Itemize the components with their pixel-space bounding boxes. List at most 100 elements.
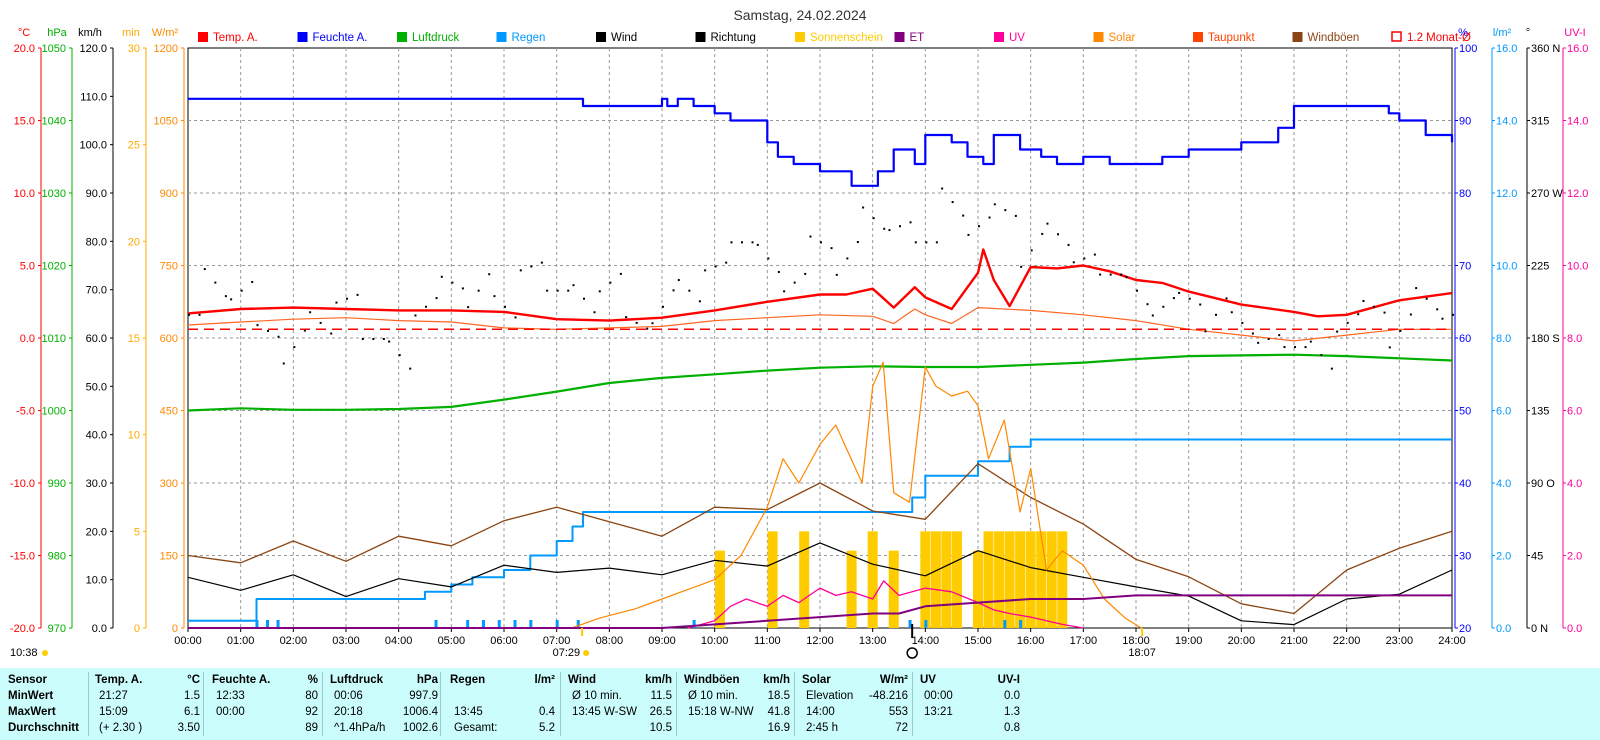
- summary-header-unit: W/m²: [879, 674, 908, 686]
- direction-dot: [1309, 340, 1312, 343]
- direction-dot: [303, 329, 306, 332]
- direction-dot: [1215, 313, 1217, 316]
- summary-cell: 997.9: [409, 690, 438, 702]
- direction-dot: [899, 225, 901, 228]
- axis-tick-label: 80.0: [86, 236, 107, 248]
- rain-tick: [1003, 620, 1007, 628]
- series-taupunkt: [187, 307, 1452, 342]
- summary-cell: 5.2: [539, 722, 555, 734]
- sunshine-bar: [1015, 531, 1026, 628]
- summary-cell: 1006.4: [402, 706, 438, 718]
- legend-swatch: [496, 32, 507, 42]
- x-tick-label: 01:00: [227, 635, 255, 647]
- summary-row-label: MaxWert: [8, 706, 56, 718]
- direction-dot: [756, 243, 759, 246]
- direction-dot: [730, 241, 733, 244]
- direction-dot: [809, 235, 812, 238]
- direction-dot: [698, 300, 701, 303]
- direction-dot: [1151, 314, 1154, 317]
- axis-tick-label: 110.0: [80, 91, 107, 103]
- direction-dot: [1204, 330, 1207, 333]
- axis-tick-label: 0 N: [1531, 623, 1548, 635]
- axis-tick-label: 70.0: [86, 285, 107, 297]
- x-tick-label: 03:00: [332, 635, 360, 647]
- summary-cell: 80: [305, 690, 318, 702]
- axis-tick-label: 5: [134, 526, 140, 538]
- axis-tick-label: 0: [172, 623, 178, 635]
- direction-dot: [651, 322, 654, 325]
- direction-dot: [435, 297, 438, 300]
- x-tick-label: 19:00: [1175, 635, 1203, 647]
- axis-tick-label: 1200: [154, 43, 178, 55]
- summary-cell: Elevation: [806, 690, 854, 702]
- axis-tick-label: 0.0: [20, 333, 35, 345]
- summary-header-cell: Wind: [568, 674, 596, 686]
- summary-row-avg: Durchschnitt (+ 2.30 ) 3.50 89 ^1.4hPa/h 1002…: [0, 720, 1600, 736]
- sun-icon: [583, 650, 590, 656]
- legend: Temp. A. Feuchte A. Luftdruck Regen Wind Rich…: [198, 31, 1471, 44]
- direction-dot: [1436, 308, 1439, 311]
- legend-label: Sonnenschein: [810, 32, 883, 44]
- rain-ticks: [255, 620, 1023, 628]
- axis-tick-label: 360 N: [1531, 43, 1560, 55]
- summary-row-max: MaxWert 15:09 6.1 00:00 92 20:18 1006.4 13:45 0.…: [0, 704, 1600, 720]
- direction-dot: [488, 273, 491, 276]
- legend-swatch: [297, 32, 308, 42]
- sunshine-bar: [1004, 531, 1015, 628]
- summary-cell: 0.8: [1004, 722, 1020, 734]
- summary-cell: 10.5: [649, 722, 672, 734]
- direction-dot: [451, 281, 454, 284]
- axis-tick-label: 1030: [42, 188, 66, 200]
- axis-tick-label: -15.0: [10, 551, 35, 563]
- direction-dot: [856, 241, 859, 244]
- series-et: [188, 594, 1452, 629]
- summary-cell: 1.3: [1004, 706, 1020, 718]
- direction-dot: [777, 270, 780, 273]
- x-tick-label: 04:00: [385, 635, 413, 647]
- axis-tick-label: 16.0: [1496, 43, 1517, 55]
- summary-cell: 13:45 W-SW: [572, 706, 637, 718]
- axis-tick-label: 30.0: [86, 478, 107, 490]
- summary-cell: 89: [305, 722, 318, 734]
- rain-tick: [924, 620, 928, 628]
- summary-cell: -48.216: [868, 690, 908, 702]
- summary-cell: 92: [305, 706, 318, 718]
- direction-dot: [277, 335, 280, 338]
- axis-tick-label: 20: [128, 236, 140, 248]
- direction-dot: [725, 261, 728, 264]
- summary-cell: 12:33: [216, 690, 245, 702]
- x-tick-label: 14:00: [912, 635, 940, 647]
- direction-dot: [1057, 233, 1059, 236]
- summary-divider: [440, 672, 441, 736]
- axis-tick-label: 14.0: [1496, 116, 1517, 128]
- rain-tick: [1019, 620, 1023, 628]
- summary-cell: 16.9: [767, 722, 790, 734]
- axis-tick-label: 10.0: [1567, 261, 1588, 273]
- axis-tick-label: 1020: [42, 261, 66, 273]
- direction-dot: [598, 290, 601, 293]
- direction-dot: [514, 316, 517, 319]
- sunrise-label: 07:29: [553, 647, 581, 659]
- direction-dot: [214, 281, 217, 284]
- axis-tick-label: 990: [48, 478, 66, 490]
- axis-tick-label: 8.0: [1567, 333, 1582, 345]
- direction-dot: [1030, 249, 1033, 252]
- direction-dot: [804, 272, 807, 275]
- rain-tick: [555, 620, 559, 628]
- summary-cell: 13:45: [454, 706, 483, 718]
- summary-cell: 15:18 W-NW: [688, 706, 754, 718]
- direction-dot: [962, 214, 965, 217]
- direction-dot: [793, 281, 796, 284]
- direction-dot: [862, 206, 865, 209]
- legend-swatch: [695, 32, 706, 42]
- direction-dot: [461, 287, 464, 290]
- direction-dot: [1241, 321, 1244, 324]
- x-tick-label: 12:00: [806, 635, 834, 647]
- axis-tick-label: 15: [128, 333, 140, 345]
- axis-tick-label: 90: [1459, 116, 1471, 128]
- axis-tick-label: 60: [1459, 333, 1471, 345]
- sunshine-bar: [1025, 531, 1036, 628]
- summary-cell: 18.5: [767, 690, 790, 702]
- direction-dot: [1304, 346, 1307, 349]
- direction-dot: [914, 241, 917, 244]
